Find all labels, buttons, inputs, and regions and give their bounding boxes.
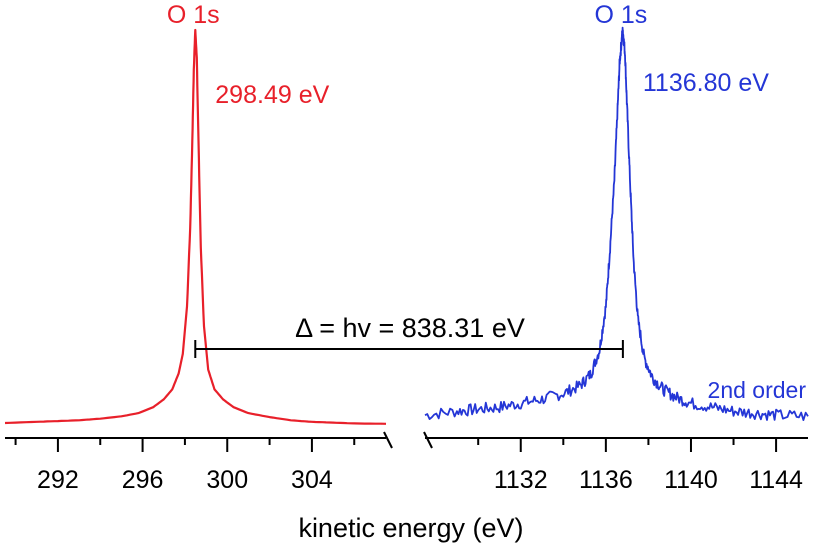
peak-value-label: 298.49 eV (215, 81, 329, 109)
panel-left: 292 296 300 304 O 1s 298.49 eV (4, 1, 387, 494)
order-annotation: 2nd order (708, 377, 807, 403)
axis-break-left (383, 431, 393, 449)
tick-label: 1136 (579, 466, 633, 494)
panel-right: 1132 1136 1140 1144 O 1s 1136.80 eV 2nd order (424, 1, 809, 494)
tick-label: 296 (122, 466, 164, 494)
series-name-label: O 1s (594, 1, 647, 29)
tick-label: 300 (206, 466, 248, 494)
tick-label: 1140 (664, 466, 718, 494)
tick-label: 304 (291, 466, 333, 494)
axis-break-right (423, 431, 433, 449)
series-line (4, 28, 387, 425)
series-name-label: O 1s (167, 1, 220, 29)
tick-label: 1144 (749, 466, 803, 494)
delta-label: Δ = hv = 838.31 eV (295, 313, 525, 343)
tick-label: 1132 (494, 466, 548, 494)
delta-bracket (194, 340, 624, 358)
tick-label: 292 (37, 466, 79, 494)
peak-value-label: 1136.80 eV (643, 69, 769, 97)
x-axis-label: kinetic energy (eV) (298, 513, 523, 543)
series-line (424, 26, 809, 421)
